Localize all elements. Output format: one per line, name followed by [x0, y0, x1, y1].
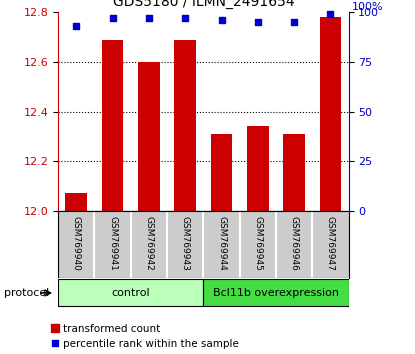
- Bar: [138, 62, 160, 211]
- Legend: transformed count, percentile rank within the sample: transformed count, percentile rank withi…: [51, 324, 239, 349]
- Bar: [320, 17, 341, 211]
- Point: [109, 16, 116, 21]
- Bar: [66, 193, 87, 211]
- Text: control: control: [111, 288, 150, 298]
- Text: GSM769940: GSM769940: [72, 216, 81, 271]
- Bar: [211, 134, 232, 211]
- Bar: [174, 40, 196, 211]
- Point: [182, 16, 188, 21]
- Bar: [102, 40, 124, 211]
- Title: GDS5180 / ILMN_2491654: GDS5180 / ILMN_2491654: [112, 0, 294, 8]
- Text: GSM769941: GSM769941: [108, 216, 117, 271]
- Point: [327, 12, 334, 17]
- Point: [291, 19, 298, 25]
- Point: [146, 16, 152, 21]
- Bar: [283, 134, 305, 211]
- Text: 100%: 100%: [352, 2, 383, 12]
- Bar: [247, 126, 269, 211]
- Point: [73, 23, 80, 29]
- Point: [254, 19, 261, 25]
- Bar: [58, 279, 203, 307]
- Bar: [203, 279, 349, 307]
- Text: GSM769944: GSM769944: [217, 216, 226, 271]
- Text: GSM769945: GSM769945: [253, 216, 262, 271]
- Text: Bcl11b overexpression: Bcl11b overexpression: [213, 288, 339, 298]
- Text: GSM769943: GSM769943: [181, 216, 190, 271]
- Text: protocol: protocol: [4, 288, 49, 298]
- Text: GSM769946: GSM769946: [290, 216, 299, 271]
- Text: GSM769942: GSM769942: [144, 216, 154, 271]
- Text: GSM769947: GSM769947: [326, 216, 335, 271]
- Point: [218, 17, 225, 23]
